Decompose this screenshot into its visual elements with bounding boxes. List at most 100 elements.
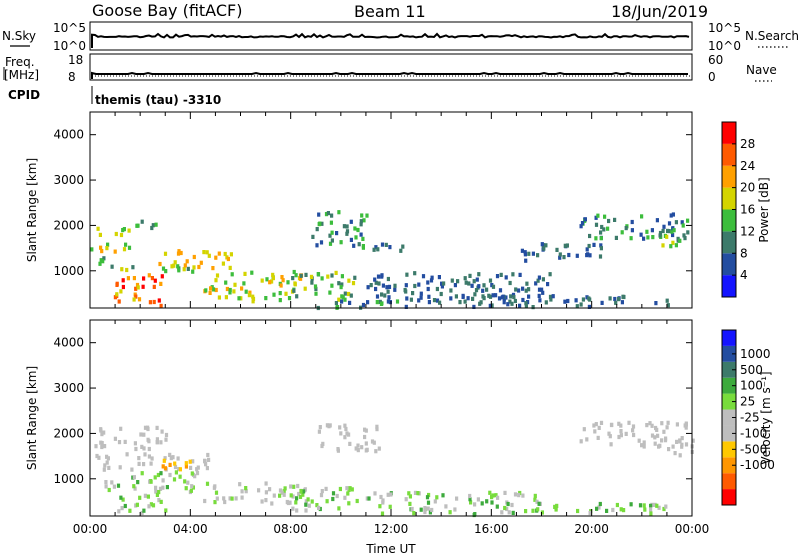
scatter-cell	[349, 219, 353, 224]
scatter-cell	[375, 424, 379, 429]
scatter-cell	[450, 278, 454, 283]
scatter-cell	[374, 286, 378, 292]
scatter-cell	[430, 275, 434, 280]
scatter-cell	[315, 503, 319, 508]
scatter-cell	[669, 213, 673, 218]
scatter-cell	[102, 467, 106, 472]
scatter-cell	[338, 425, 342, 430]
scatter-cell	[163, 466, 168, 471]
colorbar-swatch	[722, 253, 736, 276]
scatter-cell	[315, 227, 319, 232]
nsky-tick-bottom: 10^0	[53, 39, 86, 53]
scatter-cell	[365, 213, 369, 218]
scatter-cell	[680, 436, 684, 441]
scatter-cell	[470, 283, 474, 288]
scatter-cell	[506, 302, 510, 307]
scatter-cell	[147, 446, 151, 452]
scatter-cell	[178, 467, 182, 472]
scatter-cell	[153, 278, 157, 283]
colorbar-swatch	[722, 275, 736, 297]
scatter-cell	[637, 438, 641, 443]
scatter-cell	[580, 221, 585, 226]
scatter-cell	[675, 439, 679, 444]
scatter-cell	[294, 500, 298, 505]
scatter-cell	[387, 284, 392, 289]
scatter-cell	[299, 488, 303, 494]
scatter-cell	[140, 219, 144, 224]
scatter-cell	[477, 272, 481, 277]
scatter-cell	[607, 218, 611, 224]
scatter-cell	[239, 296, 243, 301]
scatter-cell	[541, 290, 545, 295]
scatter-cell	[147, 454, 151, 459]
scatter-cell	[240, 286, 244, 291]
scatter-cell	[206, 452, 210, 458]
scatter-cell	[347, 291, 351, 297]
scatter-cell	[558, 255, 562, 260]
scatter-cell	[594, 215, 598, 220]
scatter-cell	[156, 472, 160, 478]
scatter-cell	[453, 507, 457, 512]
scatter-cell	[294, 273, 298, 278]
scatter-cell	[243, 271, 247, 276]
scatter-cell	[140, 510, 144, 516]
scatter-cell	[320, 276, 324, 281]
scatter-cell	[364, 448, 368, 453]
scatter-cell	[143, 493, 147, 498]
scatter-cell	[339, 431, 343, 436]
scatter-cell	[112, 484, 116, 489]
scatter-cell	[475, 277, 479, 282]
scatter-cell	[585, 295, 589, 300]
scatter-cell	[208, 290, 212, 295]
scatter-cell	[671, 444, 675, 449]
nsky-trace	[91, 32, 690, 48]
scatter-cell	[372, 247, 376, 252]
scatter-cell	[136, 223, 140, 228]
scatter-cell	[289, 493, 293, 498]
scatter-cell	[120, 267, 124, 272]
scatter-cell	[361, 244, 365, 249]
scatter-cell	[587, 296, 591, 301]
scatter-cell	[260, 278, 264, 283]
scatter-cell	[521, 297, 525, 303]
scatter-cell	[346, 491, 350, 496]
scatter-cell	[131, 475, 135, 480]
scatter-cell	[649, 511, 653, 516]
scatter-cell	[383, 293, 387, 298]
scatter-cell	[417, 298, 421, 303]
scatter-cell	[345, 224, 349, 229]
power-colorbar-label: Power [dB]	[757, 177, 771, 242]
scatter-cell	[665, 298, 669, 303]
scatter-cell	[439, 291, 443, 297]
scatter-cell	[602, 227, 606, 232]
scatter-cell	[192, 254, 196, 260]
colorbar-tick: -500	[740, 442, 767, 456]
scatter-cell	[222, 496, 226, 501]
scatter-cell	[374, 280, 378, 285]
scatter-cell	[537, 275, 541, 280]
nsky-label: N.Sky	[2, 29, 36, 43]
scatter-cell	[191, 459, 195, 464]
colorbar-swatch	[722, 187, 736, 210]
scatter-cell	[214, 287, 218, 293]
scatter-cell	[503, 490, 507, 495]
scatter-cell	[155, 425, 159, 430]
nsky-tick-top: 10^5	[53, 21, 86, 35]
scatter-cell	[594, 422, 598, 427]
scatter-cell	[419, 291, 423, 296]
scatter-cell	[304, 508, 308, 513]
scatter-cell	[213, 484, 217, 489]
scatter-cell	[380, 242, 385, 247]
scatter-cell	[499, 272, 503, 277]
scatter-cell	[164, 437, 168, 442]
scatter-cell	[404, 283, 408, 288]
scatter-cell	[183, 479, 187, 484]
scatter-cell	[544, 243, 548, 248]
scatter-cell	[504, 295, 508, 300]
scatter-cell	[495, 274, 500, 279]
scatter-cell	[472, 304, 476, 309]
scatter-cell	[251, 299, 255, 304]
scatter-cell	[149, 502, 153, 507]
scatter-cell	[506, 501, 510, 507]
scatter-cell	[307, 503, 311, 508]
